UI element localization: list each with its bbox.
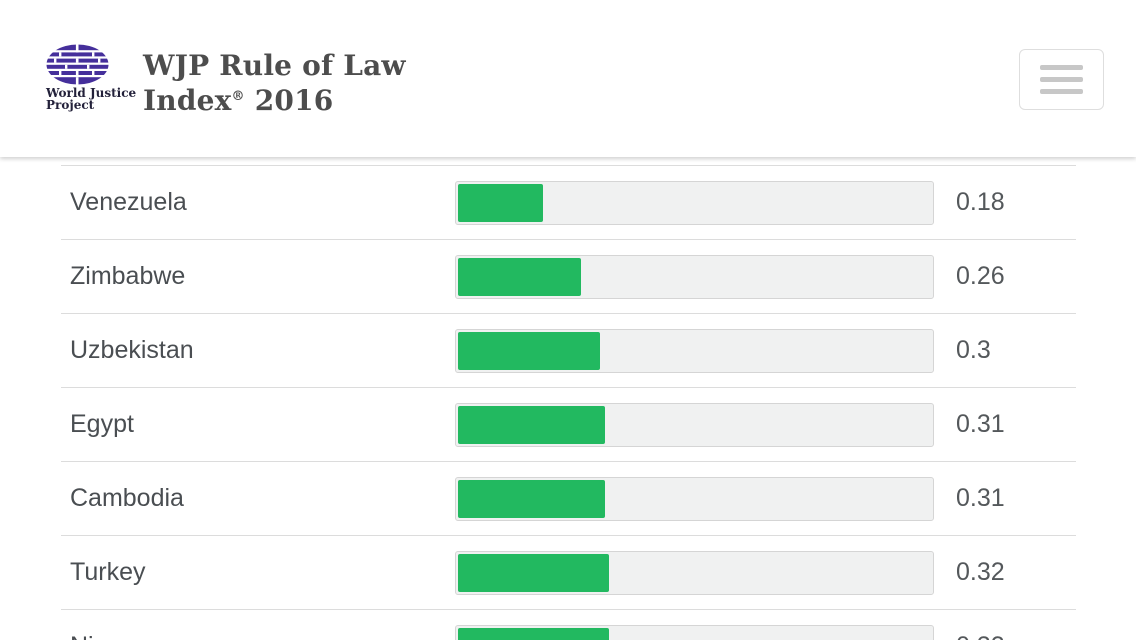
score-value: 0.31 bbox=[956, 484, 1005, 512]
score-bar-fill bbox=[458, 479, 605, 518]
score-bar-track bbox=[455, 328, 934, 373]
score-value: 0.3 bbox=[956, 336, 991, 364]
country-label: Uzbekistan bbox=[70, 336, 194, 364]
score-value: 0.32 bbox=[956, 558, 1005, 586]
country-label: Nicaragua bbox=[61, 632, 455, 640]
page-title-line2: Index® 2016 bbox=[143, 84, 334, 117]
score-value: 0.26 bbox=[956, 262, 1005, 290]
score-bar-track bbox=[455, 624, 934, 640]
page-title-line1: WJP Rule of Law bbox=[143, 49, 406, 82]
table-row[interactable]: Egypt 0.31 bbox=[61, 387, 1076, 461]
country-list: Venezuela 0.18 Zimbabwe 0.26 Uzbekistan … bbox=[61, 165, 1076, 640]
table-row[interactable]: Turkey 0.32 bbox=[61, 535, 1076, 609]
score-bar-track bbox=[455, 254, 934, 299]
score-value: 0.31 bbox=[956, 410, 1005, 438]
registered-mark: ® bbox=[231, 89, 245, 104]
country-label: Cambodia bbox=[70, 484, 184, 512]
score-value: 0.18 bbox=[956, 188, 1005, 216]
score-bar-fill bbox=[458, 183, 544, 222]
score-bar-fill bbox=[458, 553, 610, 592]
app-header: World Justice Project WJP Rule of Law In… bbox=[0, 0, 1136, 157]
wjp-globe-icon bbox=[46, 44, 109, 85]
menu-button[interactable] bbox=[1019, 49, 1104, 110]
score-bar-fill bbox=[458, 257, 581, 296]
score-bar-fill bbox=[458, 331, 600, 370]
score-bar-track bbox=[455, 550, 934, 595]
table-row[interactable]: Nicaragua 0.32 bbox=[61, 609, 1076, 640]
hamburger-menu-icon bbox=[1040, 65, 1083, 70]
country-label: Zimbabwe bbox=[70, 262, 186, 290]
score-bar-track bbox=[455, 402, 934, 447]
logo-text-line2: Project bbox=[46, 97, 95, 112]
logo-text-line1: World Justice bbox=[46, 86, 137, 100]
score-value: 0.32 bbox=[956, 632, 1005, 640]
wjp-logo[interactable]: World Justice Project bbox=[46, 44, 146, 111]
table-row[interactable]: Cambodia 0.31 bbox=[61, 461, 1076, 535]
page-title: WJP Rule of Law Index® 2016 bbox=[143, 50, 406, 116]
table-row[interactable]: Zimbabwe 0.26 bbox=[61, 239, 1076, 313]
score-bar-fill bbox=[458, 627, 610, 640]
country-label: Turkey bbox=[70, 558, 146, 586]
score-bar-track bbox=[455, 180, 934, 225]
score-bar-track bbox=[455, 476, 934, 521]
table-row[interactable]: Uzbekistan 0.3 bbox=[61, 313, 1076, 387]
table-row[interactable]: Venezuela 0.18 bbox=[61, 165, 1076, 239]
score-bar-fill bbox=[458, 405, 605, 444]
country-label: Egypt bbox=[70, 410, 134, 438]
country-label: Venezuela bbox=[70, 188, 187, 216]
